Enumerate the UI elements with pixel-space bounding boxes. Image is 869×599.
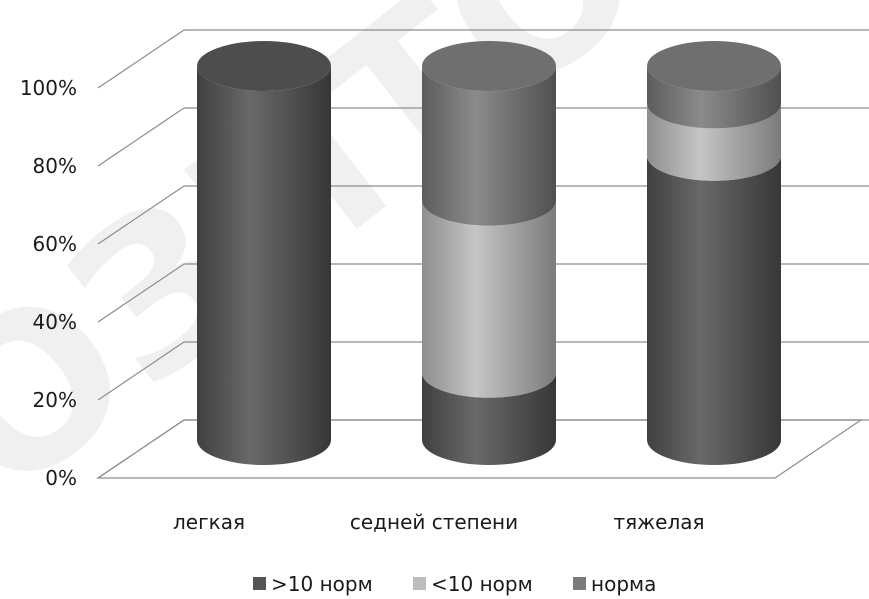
y-axis: 0% 20% 40% 60% 80% 100% [20, 76, 77, 490]
chart-floor [96, 419, 863, 479]
y-tick-label: 0% [45, 466, 77, 490]
bar-segment [422, 66, 556, 226]
category-label: седней степени [350, 510, 518, 534]
depth-line [97, 29, 185, 89]
bar-stack [422, 41, 556, 465]
y-tick-label: 100% [20, 76, 77, 100]
bar-stack [647, 41, 781, 465]
legend-swatch [253, 577, 266, 590]
depth-line [97, 107, 185, 167]
bar-segment [422, 200, 556, 398]
bar-cap [422, 41, 556, 91]
bar-segment [197, 66, 331, 465]
legend: >10 норм <10 норм норма [253, 572, 656, 596]
bar-stack [197, 41, 331, 465]
bar-segment [422, 372, 556, 465]
depth-line [97, 185, 185, 245]
legend-label: >10 норм [271, 572, 373, 596]
legend-item: норма [573, 572, 656, 596]
depth-line [97, 263, 185, 323]
bar-segment [647, 155, 781, 465]
category-axis: легкая седней степени тяжелая [173, 510, 705, 534]
watermark-text: ОЗИТО [0, 0, 686, 543]
legend-label: норма [591, 572, 656, 596]
depth-line [97, 341, 185, 401]
legend-item: <10 норм [413, 572, 533, 596]
bars-layer [197, 41, 781, 465]
bar-segment [647, 103, 781, 181]
y-tick-label: 40% [33, 310, 77, 334]
legend-swatch [413, 577, 426, 590]
category-label: тяжелая [613, 510, 704, 534]
legend-item: >10 норм [253, 572, 373, 596]
watermark-layer: ОЗИТО [0, 0, 686, 543]
category-label: легкая [173, 510, 245, 534]
y-tick-label: 60% [33, 232, 77, 256]
legend-label: <10 норм [431, 572, 533, 596]
y-tick-label: 80% [33, 154, 77, 178]
bar-cap [197, 41, 331, 91]
bar-segment [647, 66, 781, 129]
y-tick-label: 20% [33, 388, 77, 412]
bar-cap [647, 41, 781, 91]
legend-swatch [573, 577, 586, 590]
